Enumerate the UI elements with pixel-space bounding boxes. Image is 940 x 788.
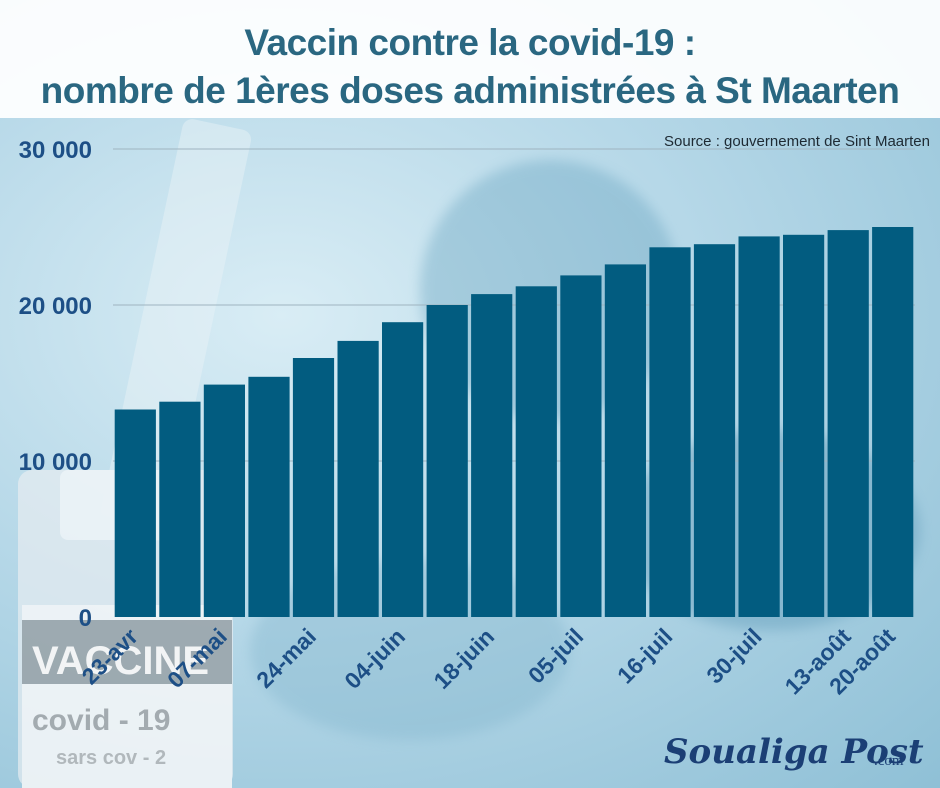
bar <box>292 358 335 617</box>
bar <box>203 384 245 617</box>
title-band <box>0 0 940 118</box>
bar <box>560 275 602 617</box>
chart-title-line-1: Vaccin contre la covid-19 : <box>244 22 696 63</box>
source-note: Source : gouvernement de Sint Maarten <box>664 133 930 150</box>
brand-logo: Soualiga Post <box>664 732 924 772</box>
bar <box>827 230 869 617</box>
x-axis-tick-labels: 23-avr 07-mai 24-mai 04-juin 18-juin 05-juil 1… <box>77 623 901 699</box>
y-tick-label: 0 <box>79 605 92 632</box>
bar <box>783 234 825 618</box>
x-tick-label: 16-juil <box>612 623 677 688</box>
y-tick-label: 20 000 <box>19 293 92 320</box>
bar <box>649 247 691 618</box>
x-tick-label: 24-mai <box>251 623 321 693</box>
x-tick-label: 04-juin <box>339 623 410 694</box>
vial-label-text: covid - 19 <box>32 704 170 737</box>
bar <box>248 376 290 617</box>
bar <box>337 340 379 617</box>
bar <box>159 401 201 617</box>
y-tick-label: 30 000 <box>19 137 92 164</box>
bar <box>471 294 513 617</box>
x-tick-label: 05-juil <box>523 623 588 688</box>
x-tick-label: 30-juil <box>701 623 766 688</box>
vial-label-text: sars cov - 2 <box>56 747 166 769</box>
gridlines <box>113 148 915 462</box>
bars <box>114 227 914 618</box>
bar <box>382 322 424 617</box>
y-tick-label: 10 000 <box>19 449 92 476</box>
bar <box>738 236 780 617</box>
bar <box>114 409 156 617</box>
bar <box>515 286 557 617</box>
x-tick-label: 07-mai <box>162 623 232 693</box>
chart-title-line-2: nombre de 1ères doses administrées à St … <box>40 70 900 111</box>
x-tick-label: 18-juin <box>428 623 499 694</box>
x-tick-label: 23-avr <box>77 623 143 689</box>
bar <box>426 305 468 617</box>
bar <box>604 264 646 617</box>
bar <box>693 244 736 617</box>
brand-domain: .com <box>874 753 904 769</box>
vial-label-text: VACCINE <box>32 639 209 683</box>
y-axis-tick-labels: 0 10 000 20 000 30 000 <box>19 137 92 632</box>
bar <box>872 227 914 617</box>
